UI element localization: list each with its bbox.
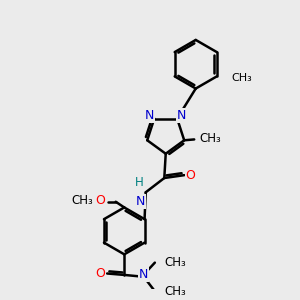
Text: CH₃: CH₃ (231, 73, 252, 83)
Text: CH₃: CH₃ (199, 132, 221, 146)
Text: H: H (135, 176, 143, 189)
Text: N: N (145, 109, 154, 122)
Text: N: N (177, 109, 186, 122)
Text: O: O (186, 169, 196, 182)
Text: O: O (95, 267, 105, 280)
Text: CH₃: CH₃ (164, 285, 186, 298)
Text: CH₃: CH₃ (164, 256, 186, 269)
Text: O: O (95, 194, 105, 207)
Text: N: N (139, 268, 148, 281)
Text: N: N (136, 195, 145, 208)
Text: CH₃: CH₃ (72, 194, 93, 207)
